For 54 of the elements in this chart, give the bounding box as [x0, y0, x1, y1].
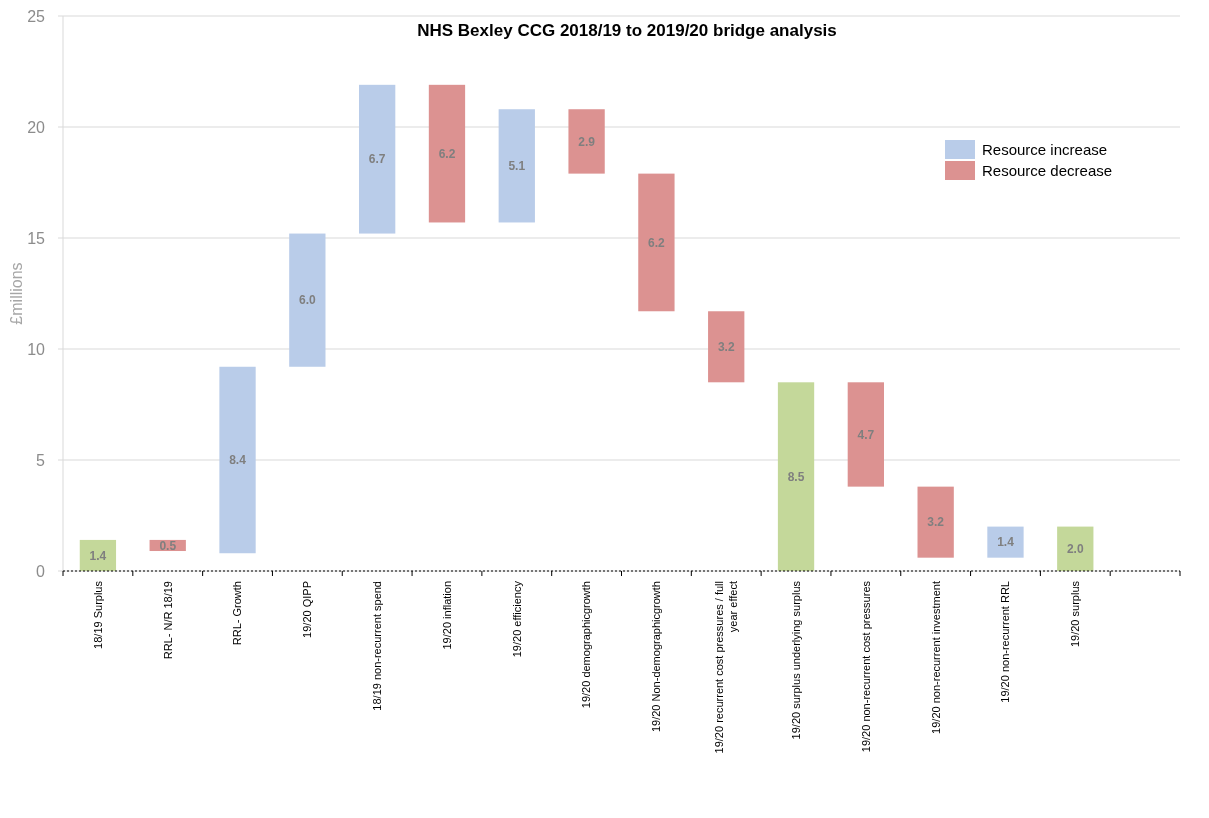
- data-label: 2.0: [1066, 542, 1084, 556]
- data-label: 6.7: [368, 152, 386, 167]
- bar: [917, 486, 954, 558]
- data-label: 8.4: [229, 453, 247, 468]
- bar: [498, 109, 535, 223]
- legend-label: Resource decrease: [982, 162, 1113, 180]
- data-label: 8.5: [787, 469, 805, 484]
- data-label: 5.1: [508, 159, 526, 174]
- data-label: 3.2: [717, 339, 735, 354]
- data-label: 1.4: [997, 535, 1015, 550]
- x-tick-label: 19/20 surplus: [1069, 580, 1082, 648]
- data-label: 4.7: [857, 427, 875, 442]
- data-label: 1.4: [89, 548, 107, 563]
- x-tick-label: 19/20 inflation: [440, 581, 453, 650]
- y-tick-label: 0: [36, 562, 46, 580]
- data-label: 6.0: [299, 293, 317, 308]
- x-tick-label: RRL- N/R 18/19: [161, 581, 174, 660]
- data-label: 6.2: [648, 235, 666, 250]
- y-tick-label: 20: [27, 118, 46, 136]
- bar: [708, 311, 745, 383]
- x-tick-label: 18/19 non-recurrent spend: [371, 581, 384, 711]
- bar: [428, 84, 466, 223]
- bar: [638, 173, 675, 312]
- bar: [79, 539, 117, 571]
- bar: [1057, 526, 1094, 571]
- y-tick-label: 5: [36, 451, 46, 469]
- y-tick-label: 15: [27, 229, 46, 247]
- x-tick-label: 19/20 demographicgrowth: [580, 581, 593, 709]
- data-label: 0.5: [159, 538, 177, 553]
- x-tick-label: 19/20 non-recurrent RRL: [999, 581, 1012, 703]
- bar: [219, 366, 256, 554]
- x-tick-label: 18/19 Surplus: [91, 580, 104, 649]
- data-label: 3.2: [927, 515, 945, 530]
- x-tick-label: 19/20 efficiency: [510, 580, 523, 658]
- bar: [568, 109, 605, 174]
- bar: [847, 382, 884, 487]
- x-tick-label: 19/20 non-recurrent cost pressures: [859, 580, 872, 753]
- bar: [359, 84, 396, 234]
- y-tick-label: 25: [27, 7, 46, 25]
- x-tick-label: 19/20 Non-demographicgrowth: [650, 581, 663, 733]
- x-tick-label: 19/20 recurrent cost pressures / full year effect: [713, 581, 739, 754]
- x-tick-label: RRL- Growth: [231, 581, 244, 646]
- x-tick-label: 19/20 surplus underlying surplus: [789, 580, 802, 740]
- y-axis-title: £millions: [8, 262, 25, 325]
- legend-label: Resource increase: [982, 141, 1108, 159]
- bar: [777, 382, 815, 571]
- x-tick-label: 19/20 QIPP: [301, 581, 314, 638]
- chart-title: NHS Bexley CCG 2018/19 to 2019/20 bridge analysis: [417, 21, 837, 40]
- data-label: 6.2: [438, 146, 456, 161]
- bar: [289, 233, 326, 367]
- bar: [987, 526, 1024, 558]
- data-label: 2.9: [578, 134, 596, 149]
- y-tick-label: 10: [27, 340, 46, 358]
- x-tick-label: 19/20 non-recurrent investment: [929, 581, 942, 734]
